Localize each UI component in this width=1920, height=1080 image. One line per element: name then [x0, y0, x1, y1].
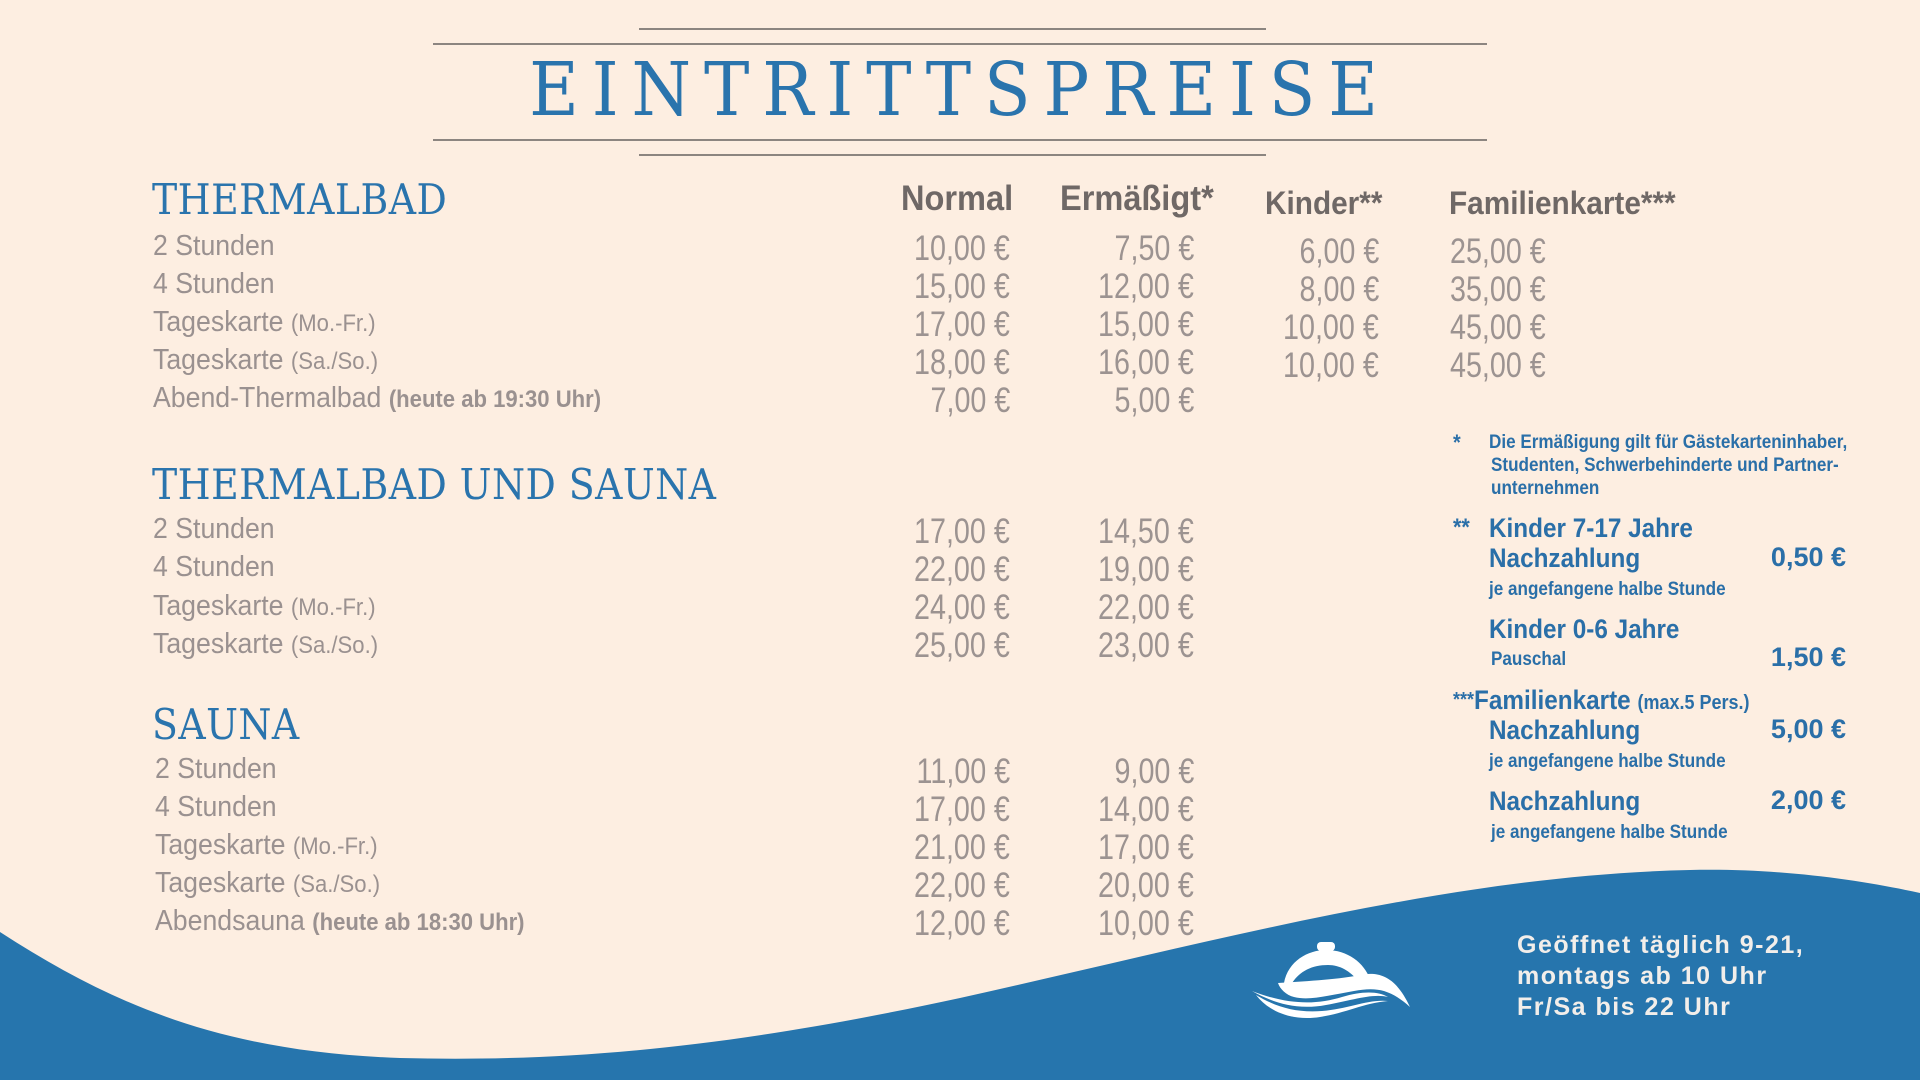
section-title-thermalbad: THERMALBAD	[152, 175, 448, 224]
price-ermaessigt: 10,00 €	[1098, 904, 1194, 943]
footnote-star3-title: ***Familienkarte (max.5 Pers.)	[1453, 685, 1750, 715]
price-kinder: 10,00 €	[1283, 346, 1379, 385]
footnote-star1-line1: Die Ermäßigung gilt für Gästekarteninhab…	[1489, 432, 1848, 453]
row-label: Tageskarte (Mo.-Fr.)	[153, 590, 376, 622]
price-ermaessigt: 14,50 €	[1098, 512, 1194, 551]
price-familienkarte: 45,00 €	[1450, 308, 1546, 347]
section-title-thermalbad-und-sauna: THERMALBAD UND SAUNA	[152, 460, 717, 509]
price-normal: 22,00 €	[914, 866, 1010, 905]
price-ermaessigt: 16,00 €	[1098, 343, 1194, 382]
price-kinder: 10,00 €	[1283, 308, 1379, 347]
price-normal: 17,00 €	[914, 512, 1010, 551]
opening-hours-line3: Fr/Sa bis 22 Uhr	[1517, 993, 1732, 1021]
price-normal: 17,00 €	[914, 305, 1010, 344]
price-ermaessigt: 5,00 €	[1114, 381, 1194, 420]
footnote-star1-line3: unternehmen	[1491, 478, 1600, 499]
footnote-nachzahlung-familie-1: Nachzahlung	[1489, 715, 1641, 745]
price-ermaessigt: 15,00 €	[1098, 305, 1194, 344]
row-label: Abend-Thermalbad (heute ab 19:30 Uhr)	[153, 382, 602, 414]
price-familienkarte: 45,00 €	[1450, 346, 1546, 385]
footnote-nachzahlung-familie-1-sub: je angefangene halbe Stunde	[1489, 751, 1726, 772]
footnote-kinder-7-17: Kinder 7-17 Jahre	[1489, 513, 1693, 543]
row-label: 4 Stunden	[153, 551, 275, 583]
footnote-star1-marker: *	[1453, 430, 1461, 455]
section-title-sauna: SAUNA	[152, 700, 300, 749]
price-normal: 10,00 €	[914, 229, 1010, 268]
price-normal: 21,00 €	[914, 828, 1010, 867]
price-ermaessigt: 22,00 €	[1098, 588, 1194, 627]
price-normal: 18,00 €	[914, 343, 1010, 382]
price-familienkarte: 35,00 €	[1450, 270, 1546, 309]
top-long-rule	[433, 43, 1487, 45]
column-header-kinder: Kinder**	[1265, 185, 1383, 221]
footnote-nachzahlung-familie-2-sub: je angefangene halbe Stunde	[1491, 822, 1728, 843]
footnote-star3-marker: ***	[1453, 689, 1475, 711]
bottom-short-rule	[639, 154, 1266, 156]
row-label: Tageskarte (Mo.-Fr.)	[153, 306, 376, 338]
price-kinder: 8,00 €	[1299, 270, 1379, 309]
footnote-nachzahlung-familie-2-price: 2,00 €	[1770, 785, 1846, 815]
row-label: Tageskarte (Sa./So.)	[153, 628, 379, 660]
footnote-nachzahlung-familie-1-price: 5,00 €	[1770, 714, 1846, 744]
price-normal: 11,00 €	[916, 752, 1010, 791]
row-label: 4 Stunden	[155, 791, 277, 823]
row-label: Tageskarte (Sa./So.)	[153, 344, 379, 376]
price-normal: 17,00 €	[914, 790, 1010, 829]
footnote-star1-line2: Studenten, Schwerbehinderte und Partner-	[1491, 455, 1839, 476]
footnote-pauschal: Pauschal	[1491, 649, 1567, 670]
column-header-familienkarte: Familienkarte***	[1449, 185, 1676, 221]
price-ermaessigt: 14,00 €	[1098, 790, 1194, 829]
footnote-kinder-0-6: Kinder 0-6 Jahre	[1489, 614, 1680, 644]
top-short-rule	[639, 28, 1266, 30]
price-normal: 7,00 €	[930, 381, 1010, 420]
opening-hours-line2: montags ab 10 Uhr	[1517, 962, 1768, 990]
cloche-wave-icon	[1252, 942, 1410, 1019]
row-label: 2 Stunden	[153, 513, 275, 545]
price-ermaessigt: 19,00 €	[1098, 550, 1194, 589]
footnote-pauschal-price: 1,50 €	[1770, 642, 1846, 672]
row-label: 4 Stunden	[153, 268, 275, 300]
row-label: 2 Stunden	[155, 753, 277, 785]
price-ermaessigt: 9,00 €	[1114, 752, 1194, 791]
row-label: Abendsauna (heute ab 18:30 Uhr)	[155, 905, 525, 937]
price-ermaessigt: 20,00 €	[1098, 866, 1194, 905]
price-ermaessigt: 17,00 €	[1098, 828, 1194, 867]
price-ermaessigt: 7,50 €	[1114, 229, 1194, 268]
price-familienkarte: 25,00 €	[1450, 232, 1546, 271]
price-kinder: 6,00 €	[1299, 232, 1379, 271]
bottom-long-rule	[433, 139, 1487, 141]
footnote-nachzahlung-familie-2: Nachzahlung	[1489, 786, 1641, 816]
opening-hours: Geöffnet täglich 9-21, montags ab 10 Uhr…	[1517, 930, 1804, 1023]
row-label: Tageskarte (Sa./So.)	[155, 867, 381, 899]
price-normal: 24,00 €	[914, 588, 1010, 627]
column-header-normal: Normal	[901, 179, 1014, 218]
footnote-nachzahlung-kinder-price: 0,50 €	[1770, 542, 1846, 572]
footnote-star2-marker: **	[1453, 514, 1470, 541]
row-label: Tageskarte (Mo.-Fr.)	[155, 829, 378, 861]
price-normal: 12,00 €	[914, 904, 1010, 943]
price-normal: 25,00 €	[914, 626, 1010, 665]
price-normal: 22,00 €	[914, 550, 1010, 589]
price-ermaessigt: 23,00 €	[1098, 626, 1194, 665]
footnote-nachzahlung-kinder: Nachzahlung	[1489, 543, 1641, 573]
price-ermaessigt: 12,00 €	[1098, 267, 1194, 306]
column-header-ermaessigt: Ermäßigt*	[1060, 179, 1214, 218]
row-label: 2 Stunden	[153, 230, 275, 262]
price-normal: 15,00 €	[914, 267, 1010, 306]
page-title: EINTRITTSPREISE	[529, 47, 1391, 133]
opening-hours-line1: Geöffnet täglich 9-21,	[1517, 931, 1805, 959]
footnote-nachzahlung-kinder-sub: je angefangene halbe Stunde	[1489, 579, 1726, 600]
